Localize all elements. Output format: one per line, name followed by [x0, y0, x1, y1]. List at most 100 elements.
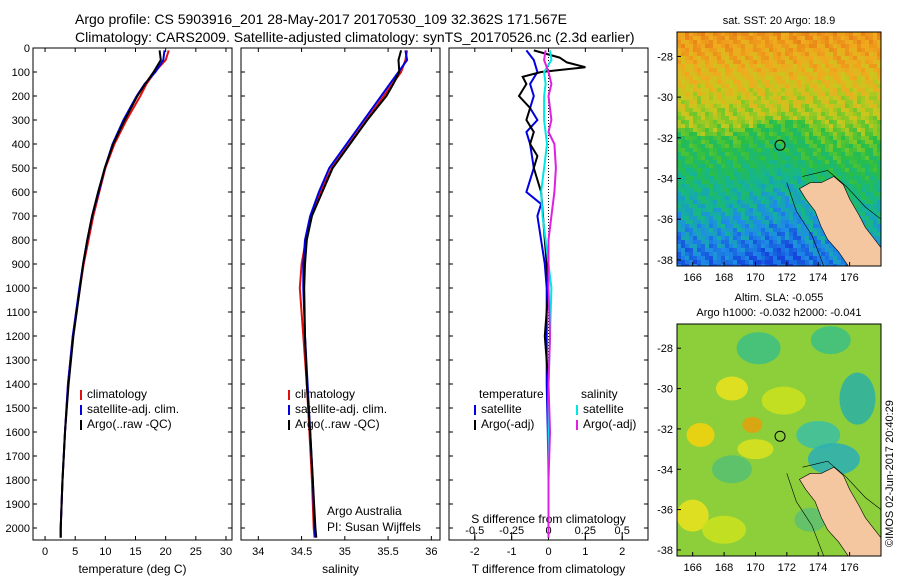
- y-tick-label: 1100: [6, 307, 30, 319]
- x-tick-label: 0: [42, 546, 48, 558]
- x-tick-label: 176: [840, 272, 858, 284]
- y-tick-label: -32: [657, 424, 673, 436]
- y-tick-label: 1500: [6, 403, 30, 415]
- y-tick-label: 900: [12, 259, 30, 271]
- y-tick-label: 200: [12, 91, 30, 103]
- x-axis-label: salinity: [322, 562, 359, 576]
- annotation-text: PI: Susan Wijffels: [327, 520, 421, 534]
- profile-panel-3: -2 -1 0 1 2 T difference from climatology -0.5…: [448, 47, 649, 576]
- x-tick-label: 15: [129, 546, 141, 558]
- anomaly-blob: [711, 455, 752, 484]
- copyright-label: ©IMOS 02-Jun-2017 20:40:29: [884, 400, 896, 547]
- y-tick-label: -30: [657, 92, 673, 104]
- x-tick-label: 20: [160, 546, 172, 558]
- y-tick-label: -38: [657, 545, 673, 557]
- x-tick-label: 2: [619, 546, 625, 558]
- y-tick-label: 1300: [6, 355, 30, 367]
- bathymetry-contour: [802, 460, 881, 510]
- x-tick-label: 170: [746, 272, 764, 284]
- anomaly-blob: [761, 386, 806, 415]
- y-tick-label: 400: [12, 139, 30, 151]
- y-tick-label: -34: [657, 464, 673, 476]
- x-tick-label: 174: [809, 272, 827, 284]
- y-tick-label: 1900: [6, 499, 30, 511]
- anomaly-blob: [677, 499, 709, 532]
- x-tick-label: 35.5: [377, 546, 398, 558]
- anomaly-blob: [796, 420, 841, 449]
- y-tick-label: 0: [24, 43, 30, 55]
- land-mass: [798, 176, 881, 266]
- land-mass: [798, 466, 881, 556]
- float-position-marker: [774, 430, 786, 442]
- s-tick-label: -0.25: [499, 525, 524, 537]
- x-tick-label: 168: [715, 562, 733, 574]
- series-line: [540, 50, 553, 538]
- legend-label: Argo(..raw -QC): [295, 417, 380, 431]
- anomaly-blob: [810, 326, 851, 355]
- x-tick-label: 34.5: [291, 546, 312, 558]
- x-tick-label: 36: [425, 546, 437, 558]
- map-panel-2: 166 168 170 172 174 176 -28 -30 -32 -34 -36 -38 Alti…: [657, 292, 882, 574]
- x-tick-label: 35: [339, 546, 351, 558]
- x-tick-label: 1: [582, 546, 588, 558]
- series-line: [59, 50, 162, 538]
- y-tick-label: -38: [657, 255, 673, 267]
- figure-title-line1: Argo profile: CS 5903916_201 28-May-2017…: [75, 11, 567, 27]
- map-field: [677, 32, 881, 266]
- s-tick-label: 0.5: [615, 525, 630, 537]
- x-tick-label: -2: [470, 546, 480, 558]
- legend-label: climatology: [87, 387, 147, 401]
- y-tick-label: -28: [657, 343, 673, 355]
- anomaly-blob: [686, 422, 715, 447]
- y-tick-label: 500: [12, 163, 30, 175]
- legend-label: satellite: [481, 402, 522, 416]
- panel-frame: [32, 47, 233, 541]
- y-tick-label: -36: [657, 214, 673, 226]
- y-tick-label: 1200: [6, 331, 30, 343]
- bathymetry-contour: [786, 182, 825, 266]
- x-tick-label: 170: [746, 562, 764, 574]
- anomaly-blob: [807, 443, 860, 476]
- map-field: [677, 324, 881, 556]
- legend-heading: salinity: [581, 387, 618, 401]
- x-tick-label: -1: [507, 546, 517, 558]
- s-tick-label: -0.5: [465, 525, 484, 537]
- y-tick-label: -34: [657, 174, 673, 186]
- legend-label: Argo(-adj): [481, 417, 534, 431]
- x-tick-label: 166: [684, 562, 702, 574]
- y-tick-label: 2000: [6, 523, 30, 535]
- figure-title-line2: Climatology: CARS2009. Satellite-adjuste…: [75, 29, 635, 45]
- x-tick-label: 5: [72, 546, 78, 558]
- anomaly-blob: [737, 439, 774, 460]
- y-tick-label: 600: [12, 187, 30, 199]
- legend-label: climatology: [295, 387, 355, 401]
- y-tick-label: 1400: [6, 379, 30, 391]
- bathymetry-contour: [802, 170, 881, 220]
- anomaly-blob: [702, 515, 747, 544]
- x-axis-label: T difference from climatology: [472, 562, 626, 576]
- profile-panel-1: 0100200300400500600700800900100011001200…: [6, 43, 233, 576]
- map-frame: [676, 31, 882, 267]
- legend-label: satellite-adj. clim.: [87, 402, 179, 416]
- series-line: [303, 50, 403, 538]
- bathymetry-contour: [786, 473, 825, 556]
- map-title: sat. SST: 20 Argo: 18.9: [723, 15, 836, 27]
- y-tick-label: 1800: [6, 475, 30, 487]
- y-tick-label: -36: [657, 505, 673, 517]
- x-tick-label: 10: [99, 546, 111, 558]
- y-tick-label: -28: [657, 51, 673, 63]
- anomaly-blob: [794, 507, 827, 532]
- x-tick-label: 176: [840, 562, 858, 574]
- s-tick-label: 0.25: [575, 525, 596, 537]
- x-tick-label: 25: [190, 546, 202, 558]
- legend-label: Argo(..raw -QC): [87, 417, 172, 431]
- y-tick-label: 300: [12, 115, 30, 127]
- y-tick-label: 700: [12, 211, 30, 223]
- y-tick-label: -30: [657, 384, 673, 396]
- anomaly-blob: [839, 372, 876, 425]
- panel-frame: [240, 47, 441, 541]
- series-line: [543, 50, 557, 538]
- map-panel-1: 166 168 170 172 174 176 -28 -30 -32 -34 -36 -38 sat.…: [657, 15, 882, 284]
- float-position-marker: [774, 139, 786, 151]
- x-tick-label: 0: [545, 546, 551, 558]
